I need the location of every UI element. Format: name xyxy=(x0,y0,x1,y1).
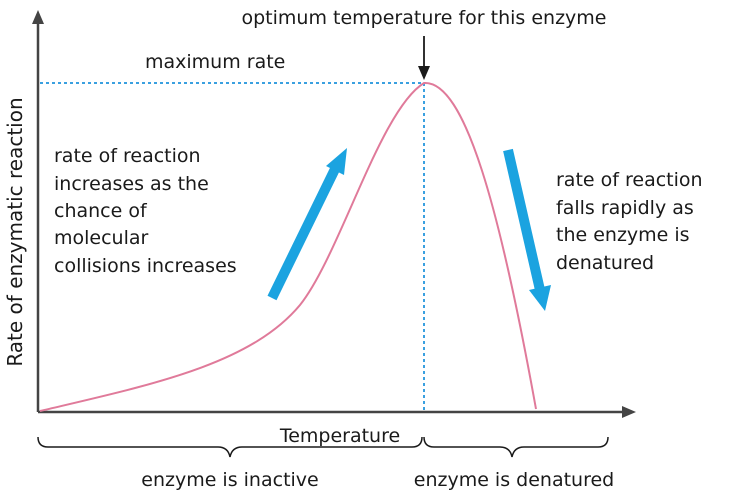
optimum-pointer-head xyxy=(418,66,430,80)
rate-curve xyxy=(39,81,537,412)
denatured-label: enzyme is denatured xyxy=(414,469,614,491)
fall-label-line-1: rate of reaction xyxy=(556,169,703,191)
rise-label-line-4: molecular xyxy=(54,227,149,249)
max-rate-label: maximum rate xyxy=(145,51,285,73)
x-axis-label: Temperature xyxy=(279,425,400,447)
rising-arrow-head xyxy=(326,148,347,175)
optimum-label: optimum temperature for this enzyme xyxy=(242,7,607,29)
rise-label-line-2: increases as the xyxy=(54,173,209,195)
inactive-brace xyxy=(37,436,423,458)
fall-label-line-4: denatured xyxy=(556,252,654,274)
x-axis-arrowhead xyxy=(622,406,636,418)
falling-arrow-head xyxy=(529,285,551,311)
fall-label-line-2: falls rapidly as xyxy=(556,197,694,219)
rise-label-line-1: rate of reaction xyxy=(54,145,201,167)
denatured-brace xyxy=(423,436,609,458)
fall-label-line-3: the enzyme is xyxy=(556,224,690,246)
falling-arrow-shaft xyxy=(503,148,545,292)
rising-arrow-shaft xyxy=(267,164,341,301)
rise-label-line-5: collisions increases xyxy=(54,255,237,277)
y-axis-arrowhead xyxy=(32,10,44,24)
rise-label-line-3: chance of xyxy=(54,200,148,222)
y-axis-label: Rate of enzymatic reaction xyxy=(3,97,27,366)
inactive-label: enzyme is inactive xyxy=(141,469,318,491)
